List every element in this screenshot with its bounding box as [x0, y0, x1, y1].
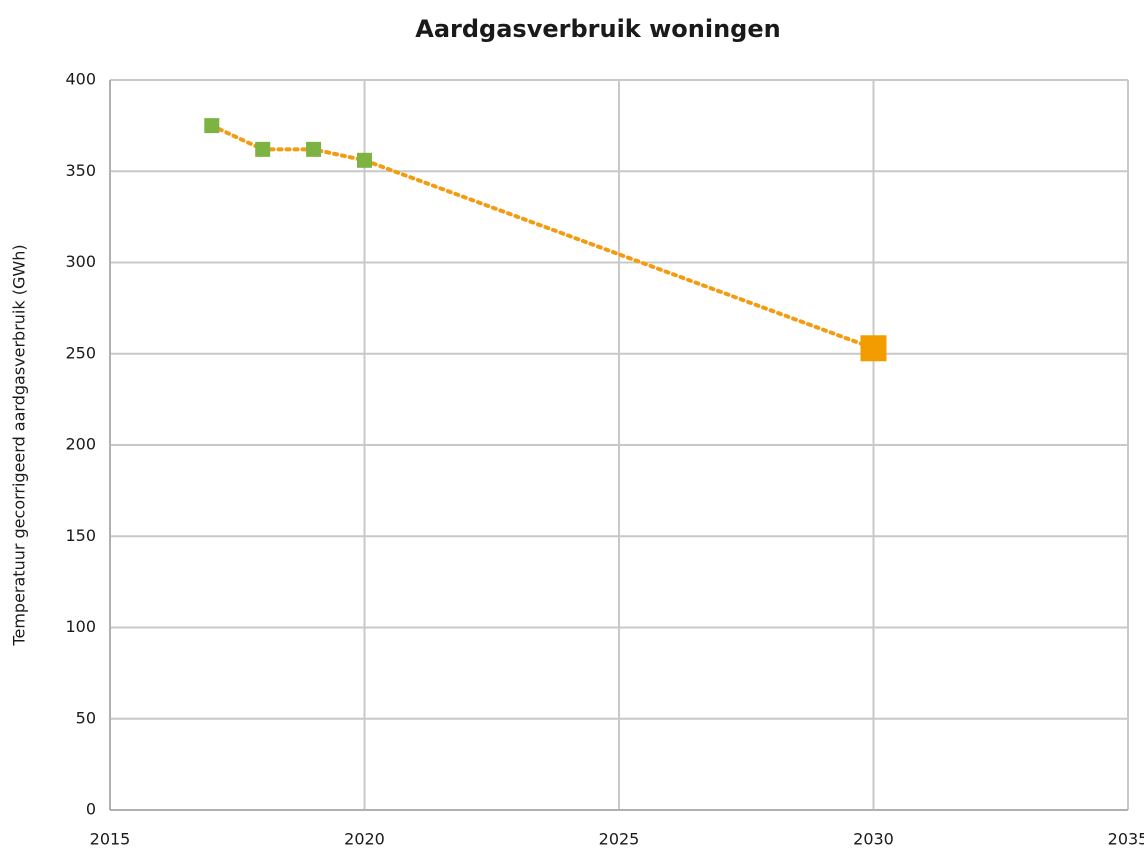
- y-tick-label: 0: [86, 800, 96, 819]
- y-tick-label: 50: [76, 708, 96, 727]
- x-tick-label: 2025: [599, 830, 640, 849]
- x-tick-label: 2020: [344, 830, 385, 849]
- marker: [306, 141, 322, 157]
- marker: [204, 118, 220, 134]
- y-axis-label: Temperatuur gecorrigeerd aardgasverbruik…: [10, 244, 29, 646]
- trend-line: [209, 123, 876, 351]
- y-tick-label: 300: [65, 252, 96, 271]
- y-tick-label: 150: [65, 526, 96, 545]
- marker: [860, 335, 887, 362]
- y-tick-label: 350: [65, 161, 96, 180]
- y-tick-label: 200: [65, 435, 96, 454]
- y-tick-label: 250: [65, 343, 96, 362]
- marker: [357, 152, 372, 168]
- y-tick-label: 400: [65, 70, 96, 89]
- chart-title: Aardgasverbruik woningen: [415, 15, 780, 43]
- x-tick-label: 2015: [90, 830, 131, 849]
- marker: [255, 141, 271, 157]
- x-tick-label: 2030: [853, 830, 894, 849]
- x-tick-label: 2035: [1108, 830, 1144, 849]
- y-tick-label: 100: [65, 617, 96, 636]
